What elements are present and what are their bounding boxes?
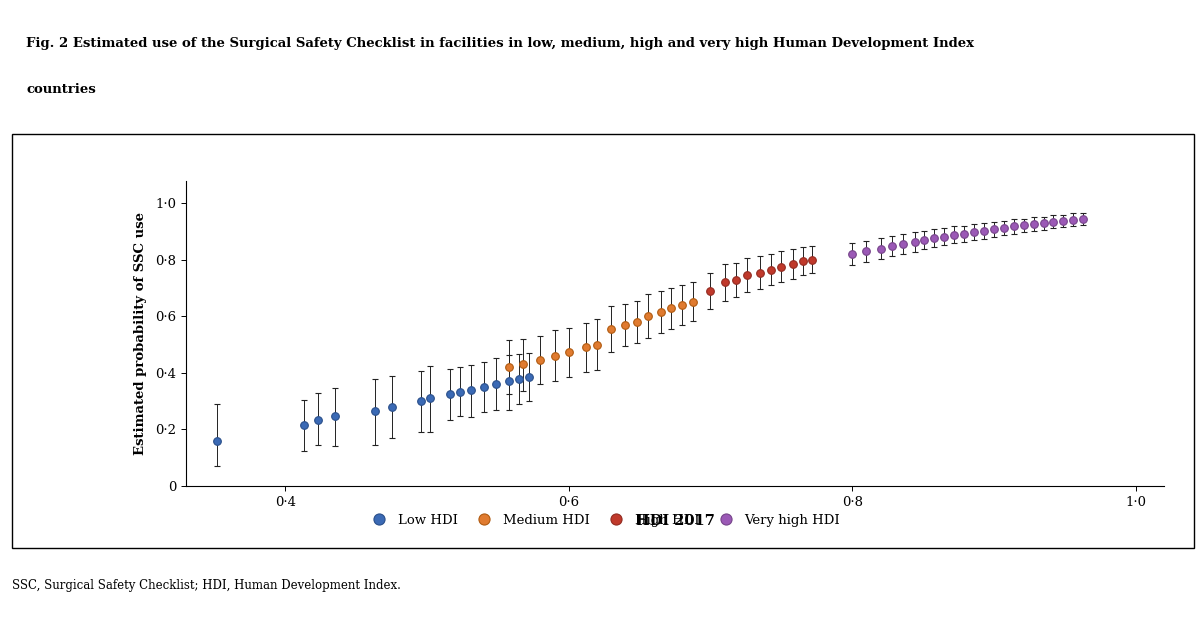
Y-axis label: Estimated probability of SSC use: Estimated probability of SSC use bbox=[134, 212, 146, 455]
X-axis label: HDI 2017: HDI 2017 bbox=[636, 514, 714, 528]
Text: Fig. 2 Estimated use of the Surgical Safety Checklist in facilities in low, medi: Fig. 2 Estimated use of the Surgical Saf… bbox=[26, 37, 974, 50]
Text: SSC, Surgical Safety Checklist; HDI, Human Development Index.: SSC, Surgical Safety Checklist; HDI, Hum… bbox=[12, 579, 401, 592]
Legend: Low HDI, Medium HDI, High HDI, Very high HDI: Low HDI, Medium HDI, High HDI, Very high… bbox=[361, 508, 845, 532]
Text: countries: countries bbox=[26, 83, 96, 96]
